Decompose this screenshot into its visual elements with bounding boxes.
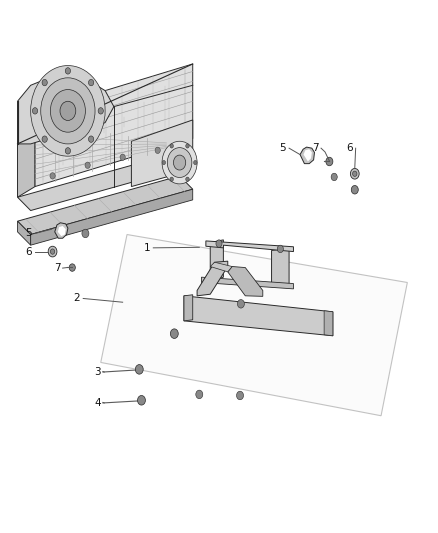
Polygon shape	[228, 266, 263, 296]
Text: 4: 4	[94, 398, 101, 408]
Text: 7: 7	[312, 143, 319, 153]
Polygon shape	[18, 112, 35, 197]
Circle shape	[331, 173, 337, 181]
Circle shape	[173, 155, 186, 170]
Circle shape	[88, 136, 94, 142]
Circle shape	[42, 136, 47, 142]
Polygon shape	[58, 226, 66, 236]
Circle shape	[82, 229, 89, 238]
Circle shape	[120, 154, 125, 160]
Circle shape	[85, 162, 90, 168]
Polygon shape	[31, 189, 193, 245]
Circle shape	[186, 177, 189, 181]
Circle shape	[138, 395, 145, 405]
Circle shape	[170, 177, 173, 181]
Polygon shape	[272, 248, 289, 287]
Circle shape	[50, 249, 55, 254]
Polygon shape	[18, 152, 193, 211]
Circle shape	[196, 390, 203, 399]
Polygon shape	[184, 295, 193, 321]
Polygon shape	[304, 149, 312, 161]
Polygon shape	[55, 223, 68, 238]
Text: 6: 6	[346, 143, 353, 153]
Circle shape	[167, 148, 192, 177]
Circle shape	[170, 144, 173, 148]
Polygon shape	[210, 262, 232, 272]
Text: 5: 5	[25, 229, 32, 238]
Polygon shape	[206, 241, 293, 252]
Circle shape	[31, 66, 105, 156]
Circle shape	[69, 264, 75, 271]
Polygon shape	[300, 147, 314, 164]
Polygon shape	[201, 277, 293, 289]
Circle shape	[186, 144, 189, 148]
Text: 3: 3	[94, 367, 101, 377]
Circle shape	[48, 246, 57, 257]
Text: 1: 1	[143, 243, 150, 253]
Circle shape	[65, 148, 71, 154]
Text: 2: 2	[73, 294, 80, 303]
Circle shape	[194, 160, 197, 165]
Circle shape	[50, 90, 85, 132]
Polygon shape	[18, 221, 31, 245]
Circle shape	[98, 108, 103, 114]
Circle shape	[88, 79, 94, 86]
Circle shape	[237, 391, 244, 400]
Circle shape	[162, 160, 166, 165]
Polygon shape	[131, 120, 193, 187]
Polygon shape	[35, 64, 193, 187]
Circle shape	[350, 168, 359, 179]
Circle shape	[60, 101, 76, 120]
Circle shape	[155, 147, 160, 154]
Polygon shape	[101, 235, 407, 416]
Circle shape	[41, 78, 95, 144]
Circle shape	[353, 171, 357, 176]
Circle shape	[135, 365, 143, 374]
Circle shape	[65, 68, 71, 74]
Polygon shape	[324, 311, 333, 336]
Polygon shape	[197, 261, 228, 296]
Text: 6: 6	[25, 247, 32, 256]
Polygon shape	[184, 296, 333, 336]
Text: 5: 5	[279, 143, 286, 153]
Polygon shape	[210, 240, 223, 281]
Text: 7: 7	[53, 263, 60, 273]
Circle shape	[277, 245, 283, 253]
Circle shape	[326, 157, 333, 166]
Circle shape	[351, 185, 358, 194]
Circle shape	[237, 300, 244, 308]
Circle shape	[162, 141, 197, 184]
Circle shape	[32, 108, 38, 114]
Circle shape	[216, 240, 222, 247]
Polygon shape	[18, 176, 193, 235]
Circle shape	[50, 173, 55, 179]
Circle shape	[170, 329, 178, 338]
Polygon shape	[18, 75, 114, 144]
Circle shape	[42, 79, 47, 86]
